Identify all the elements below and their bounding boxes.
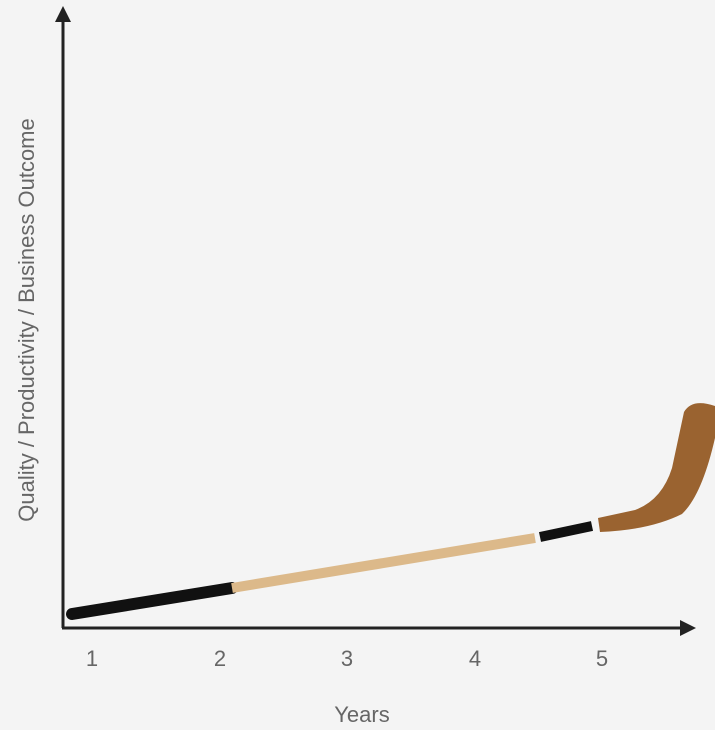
y-axis-label: Quality / Productivity / Business Outcom… — [14, 118, 39, 522]
x-tick-label: 4 — [469, 646, 481, 671]
page: {"y_axis": {"label": "Quality / Producti… — [0, 0, 715, 730]
hockey-stick-diagram: 1 2 3 4 5 Years Quality / Productivity /… — [0, 0, 715, 730]
x-axis-label: Years — [334, 702, 389, 727]
x-tick-label: 2 — [214, 646, 226, 671]
background — [0, 0, 715, 730]
x-tick-label: 3 — [341, 646, 353, 671]
x-tick-label: 1 — [86, 646, 98, 671]
x-tick-label: 5 — [596, 646, 608, 671]
